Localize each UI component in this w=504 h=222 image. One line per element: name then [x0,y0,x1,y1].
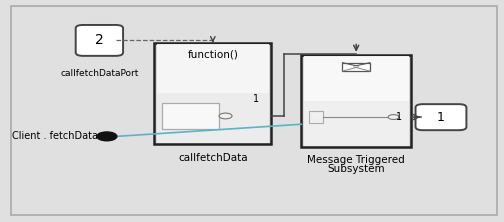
Text: Message Triggered: Message Triggered [307,155,405,165]
Circle shape [97,132,117,141]
Circle shape [219,113,232,119]
Bar [157,45,269,93]
Bar [157,44,269,143]
Bar [343,63,370,71]
Text: 1: 1 [437,111,445,124]
Bar [304,57,409,101]
Text: Client . fetchData: Client . fetchData [12,131,97,141]
FancyBboxPatch shape [76,25,123,56]
Text: Subsystem: Subsystem [328,164,385,174]
Text: callfetchData: callfetchData [178,153,247,163]
Bar [162,103,219,129]
Text: callfetchDataPort: callfetchDataPort [60,69,139,78]
Text: 1: 1 [396,112,402,122]
FancyBboxPatch shape [415,104,466,130]
Circle shape [388,115,399,119]
Text: 1: 1 [254,94,260,104]
Bar [304,56,409,146]
Text: 2: 2 [95,33,104,48]
Text: function(): function() [187,50,238,60]
Bar [309,111,323,123]
Bar [301,55,411,147]
Bar [154,43,272,144]
